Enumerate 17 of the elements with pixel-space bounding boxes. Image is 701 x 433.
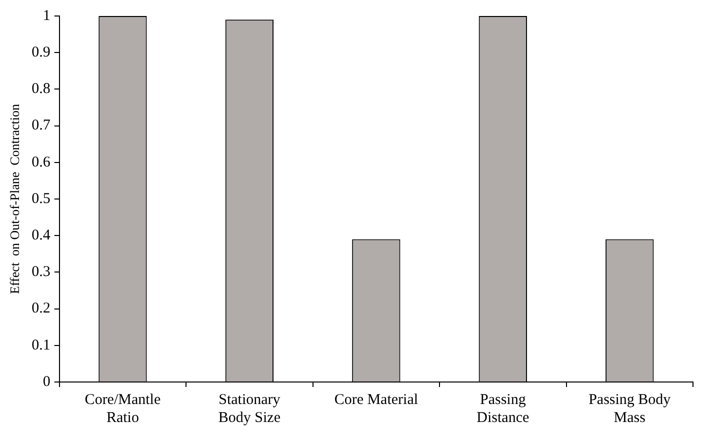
x-tick-label: Passing Distance [476, 392, 530, 426]
x-tick-label: Stationary Body Size [218, 392, 281, 426]
y-tick-label: 0.1 [32, 337, 50, 354]
y-tick-label: 0.4 [32, 228, 51, 244]
y-tick-label: 0.3 [32, 264, 50, 280]
x-tick-label: Core/Mantle Ratio [84, 392, 161, 426]
y-axis-title: Effect on Out-of-Plane Contraction [7, 103, 22, 294]
y-tick-label: 0.9 [32, 44, 50, 61]
x-tick-label: Core Material [334, 392, 418, 408]
y-tick-label: 0 [42, 374, 50, 390]
y-tick-label: 0.7 [32, 118, 51, 134]
y-tick-label: 0.2 [32, 300, 50, 317]
y-tick-label: 0.5 [32, 190, 50, 207]
y-tick-label: 0.8 [32, 81, 50, 98]
y-tick-label: 0.6 [32, 154, 51, 170]
x-tick-label: Passing Body Mass [588, 392, 672, 426]
y-tick-label: 1 [42, 8, 50, 24]
